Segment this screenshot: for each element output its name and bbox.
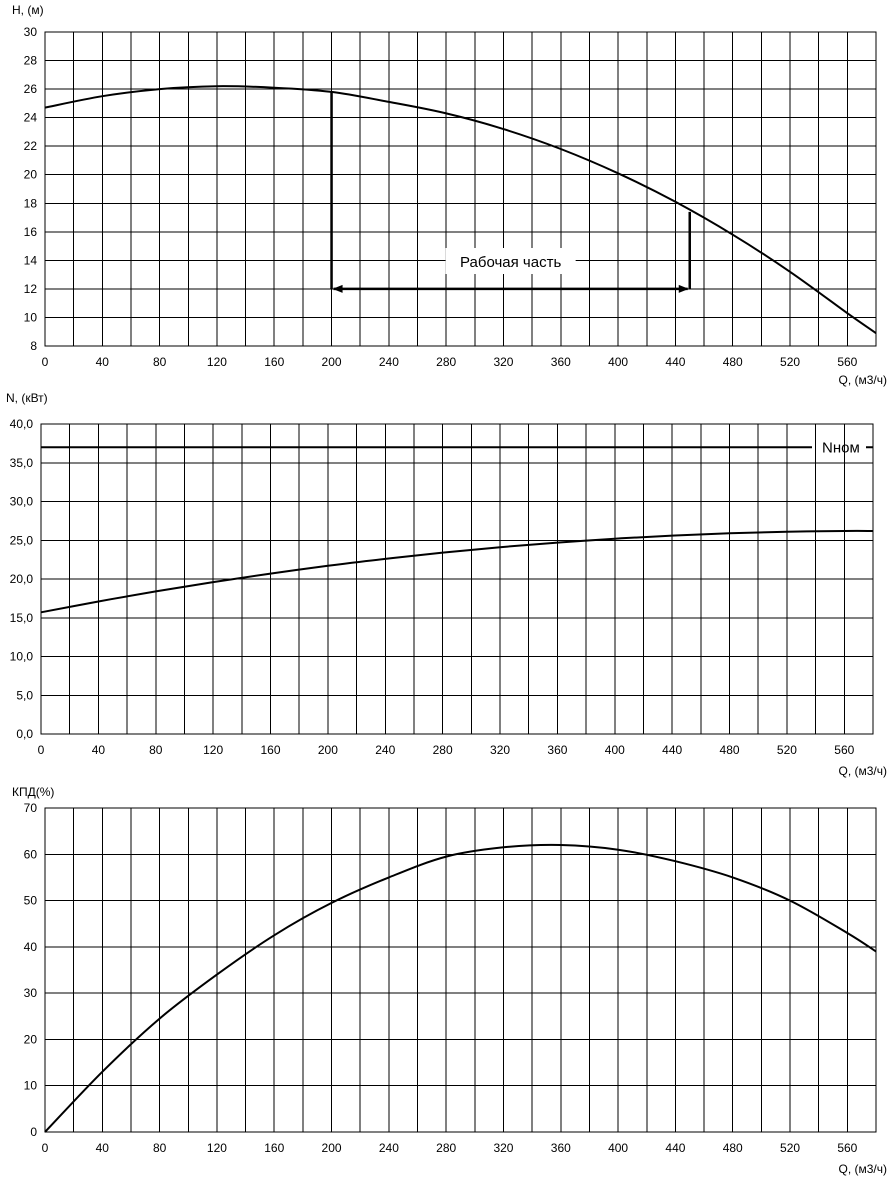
x-tick-label: 480 bbox=[723, 355, 743, 369]
x-tick-label: 280 bbox=[436, 355, 456, 369]
y-axis-title: N, (кВт) bbox=[6, 391, 48, 405]
y-tick-label: 20 bbox=[24, 1032, 38, 1046]
y-tick-label: 5,0 bbox=[16, 688, 33, 702]
x-tick-label: 360 bbox=[551, 355, 571, 369]
nominal-power-label: Nном bbox=[822, 439, 860, 456]
x-tick-label: 520 bbox=[777, 743, 797, 757]
x-tick-label: 0 bbox=[38, 743, 45, 757]
y-tick-label: 30 bbox=[24, 986, 38, 1000]
working-range-label: Рабочая часть bbox=[460, 254, 561, 271]
x-axis-title: Q, (м3/ч) bbox=[838, 764, 887, 778]
x-tick-label: 0 bbox=[42, 355, 49, 369]
working-range-label-bg bbox=[445, 248, 576, 274]
y-axis-title: H, (м) bbox=[12, 3, 44, 17]
y-tick-label: 0,0 bbox=[16, 727, 33, 741]
plot-frame bbox=[44, 31, 877, 347]
y-tick-label: 30 bbox=[24, 25, 38, 39]
x-axis-title: Q, (м3/ч) bbox=[838, 1162, 887, 1176]
data-curve bbox=[40, 529, 874, 614]
x-tick-label: 120 bbox=[203, 743, 223, 757]
x-tick-label: 200 bbox=[318, 743, 338, 757]
y-tick-label: 28 bbox=[24, 54, 38, 68]
y-tick-label: 50 bbox=[24, 894, 38, 908]
x-tick-label: 120 bbox=[207, 355, 227, 369]
y-tick-label: 10 bbox=[24, 310, 38, 324]
y-tick-label: 16 bbox=[24, 225, 38, 239]
x-axis-title: Q, (м3/ч) bbox=[838, 373, 887, 387]
y-tick-label: 25,0 bbox=[10, 533, 34, 547]
x-tick-label: 240 bbox=[379, 355, 399, 369]
x-tick-label: 560 bbox=[837, 355, 857, 369]
x-tick-label: 480 bbox=[723, 1141, 743, 1155]
x-tick-label: 400 bbox=[608, 1141, 628, 1155]
y-tick-label: 26 bbox=[24, 82, 38, 96]
y-tick-label: 40,0 bbox=[10, 417, 34, 431]
x-tick-label: 160 bbox=[261, 743, 281, 757]
y-axis-title: КПД(%) bbox=[12, 785, 54, 799]
y-tick-label: 30,0 bbox=[10, 495, 34, 509]
y-tick-label: 40 bbox=[24, 940, 38, 954]
y-tick-label: 24 bbox=[24, 111, 38, 125]
x-tick-label: 200 bbox=[322, 1141, 342, 1155]
efficiency-chart: 0 40 80 120 160 200 240 280 320 360 400 440 480 520 56… bbox=[12, 785, 887, 1176]
head-chart: 0 40 80 120 160 200 240 280 320 360 400 440 480 520 56… bbox=[12, 3, 887, 387]
x-tick-label: 520 bbox=[780, 1141, 800, 1155]
x-tick-label: 240 bbox=[379, 1141, 399, 1155]
x-tick-label: 280 bbox=[436, 1141, 456, 1155]
x-tick-label: 320 bbox=[493, 1141, 513, 1155]
y-tick-label: 15,0 bbox=[10, 611, 34, 625]
x-tick-label: 440 bbox=[665, 1141, 685, 1155]
x-tick-label: 80 bbox=[153, 355, 167, 369]
x-tick-label: 200 bbox=[322, 355, 342, 369]
x-tick-label: 80 bbox=[149, 743, 163, 757]
plot-frame bbox=[40, 423, 874, 735]
x-tick-label: 40 bbox=[96, 1141, 110, 1155]
plot-frame bbox=[44, 807, 877, 1133]
x-tick-label: 320 bbox=[490, 743, 510, 757]
working-range-arrow-left bbox=[332, 284, 343, 293]
y-tick-label: 8 bbox=[30, 339, 37, 353]
y-tick-label: 70 bbox=[24, 801, 38, 815]
x-tick-label: 440 bbox=[665, 355, 685, 369]
x-tick-label: 0 bbox=[42, 1141, 49, 1155]
power-chart: 0 40 80 120 160 200 240 280 320 360 400 440 480 520 56… bbox=[6, 391, 887, 778]
y-tick-label: 0 bbox=[30, 1125, 37, 1139]
y-tick-label: 20 bbox=[24, 168, 38, 182]
data-curve bbox=[44, 843, 877, 1133]
x-tick-label: 400 bbox=[608, 355, 628, 369]
y-tick-label: 60 bbox=[24, 847, 38, 861]
y-tick-label: 35,0 bbox=[10, 456, 34, 470]
x-tick-label: 240 bbox=[375, 743, 395, 757]
x-tick-label: 520 bbox=[780, 355, 800, 369]
working-range-arrow-right bbox=[678, 284, 689, 293]
data-curve bbox=[44, 85, 877, 335]
y-tick-label: 12 bbox=[24, 282, 38, 296]
y-tick-label: 10,0 bbox=[10, 650, 34, 664]
x-tick-label: 400 bbox=[605, 743, 625, 757]
x-tick-label: 560 bbox=[837, 1141, 857, 1155]
y-tick-label: 14 bbox=[24, 253, 38, 267]
y-tick-label: 22 bbox=[24, 139, 38, 153]
x-tick-label: 80 bbox=[153, 1141, 167, 1155]
x-tick-label: 120 bbox=[207, 1141, 227, 1155]
y-tick-label: 20,0 bbox=[10, 572, 34, 586]
y-tick-label: 10 bbox=[24, 1079, 38, 1093]
x-tick-label: 280 bbox=[433, 743, 453, 757]
x-tick-label: 160 bbox=[264, 1141, 284, 1155]
x-tick-label: 480 bbox=[720, 743, 740, 757]
x-tick-label: 360 bbox=[551, 1141, 571, 1155]
x-tick-label: 360 bbox=[547, 743, 567, 757]
x-tick-label: 40 bbox=[92, 743, 106, 757]
y-tick-label: 18 bbox=[24, 196, 38, 210]
x-tick-label: 320 bbox=[493, 355, 513, 369]
x-tick-label: 440 bbox=[662, 743, 682, 757]
x-tick-label: 160 bbox=[264, 355, 284, 369]
x-tick-label: 40 bbox=[96, 355, 110, 369]
x-tick-label: 560 bbox=[834, 743, 854, 757]
